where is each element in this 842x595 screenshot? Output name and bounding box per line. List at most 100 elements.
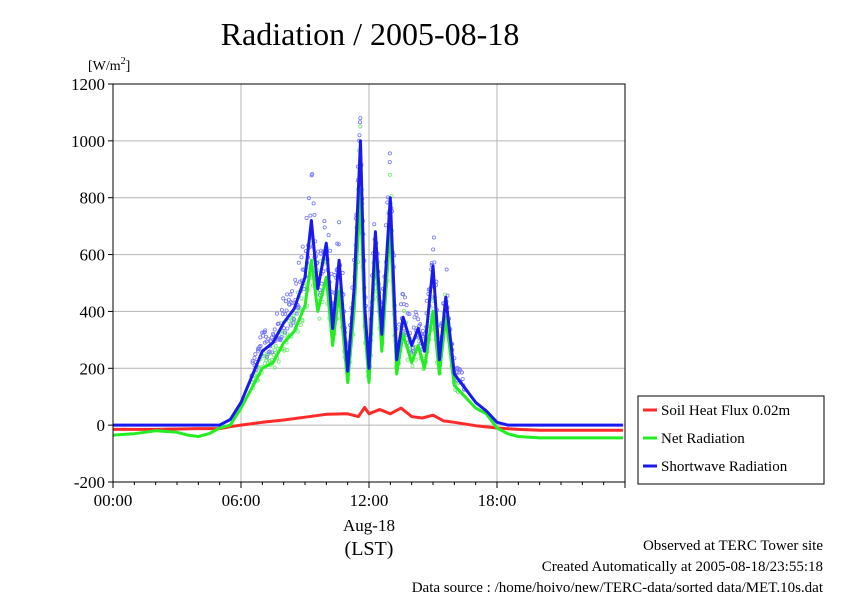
- chart-title: Radiation / 2005-08-18: [221, 16, 520, 52]
- shortwave-radiation-sample: [387, 151, 392, 156]
- net-radiation-sample: [387, 172, 392, 177]
- shortwave-radiation-sample: [267, 349, 272, 354]
- shortwave-radiation-sample: [290, 289, 295, 294]
- series-lines: [112, 139, 623, 440]
- y-tick-label: 0: [97, 416, 106, 435]
- shortwave-radiation-sample: [294, 281, 299, 286]
- shortwave-radiation-sample: [322, 219, 327, 224]
- x-tick-label: 18:00: [478, 491, 517, 510]
- shortwave-radiation-sample: [304, 215, 309, 220]
- shortwave-radiation-sample: [414, 312, 419, 317]
- shortwave-radiation-sample: [283, 312, 288, 317]
- shortwave-radiation-sample: [285, 326, 290, 331]
- shortwave-radiation-sample: [272, 327, 277, 332]
- shortwave-radiation-sample: [263, 328, 268, 333]
- shortwave-radiation-sample: [300, 244, 305, 249]
- shortwave-radiation-sample: [424, 298, 429, 303]
- soil-heat-flux-line: [113, 406, 623, 432]
- shortwave-radiation-sample: [252, 355, 257, 360]
- net-radiation-sample: [276, 359, 281, 364]
- shortwave-radiation-sample: [271, 331, 276, 336]
- shortwave-radiation-sample: [326, 233, 331, 238]
- y-tick-label: -200: [74, 473, 105, 492]
- shortwave-radiation-sample: [411, 325, 416, 330]
- shortwave-radiation-sample: [372, 222, 377, 227]
- shortwave-radiation-sample: [431, 235, 436, 240]
- shortwave-radiation-sample: [322, 225, 327, 230]
- shortwave-radiation-sample: [312, 212, 317, 217]
- shortwave-radiation-sample: [264, 354, 269, 359]
- net-radiation-sample: [298, 322, 303, 327]
- net-radiation-sample: [299, 296, 304, 301]
- y-tick-label: 1000: [71, 132, 105, 151]
- shortwave-radiation-sample: [309, 173, 314, 178]
- shortwave-radiation-sample: [407, 312, 412, 317]
- shortwave-radiation-sample: [283, 330, 288, 335]
- shortwave-radiation-sample: [459, 370, 464, 375]
- net-radiation-sample: [273, 343, 278, 348]
- shortwave-radiation-sample: [358, 116, 363, 121]
- shortwave-radiation-sample: [290, 300, 295, 305]
- net-radiation-sample: [291, 316, 296, 321]
- x-tick-label: 06:00: [222, 491, 261, 510]
- shortwave-radiation-sample: [279, 308, 284, 313]
- footer-created: Created Automatically at 2005-08-18/23:5…: [542, 559, 823, 575]
- shortwave-radiation-sample: [266, 336, 271, 341]
- shortwave-radiation-sample: [285, 292, 290, 297]
- footer-observed: Observed at TERC Tower site: [643, 538, 823, 554]
- shortwave-radiation-sample: [431, 247, 436, 252]
- y-tick-label: 1200: [71, 75, 105, 94]
- shortwave-radiation-sample: [276, 321, 281, 326]
- y-tick-label: 600: [80, 246, 106, 265]
- x-axis-date-label: Aug-18: [343, 516, 395, 535]
- net-radiation-sample: [300, 319, 305, 324]
- grid: [113, 84, 625, 482]
- y-axis-unit-base: [W/m: [88, 59, 121, 74]
- shortwave-radiation-sample: [262, 330, 267, 335]
- shortwave-radiation-sample: [288, 323, 293, 328]
- shortwave-radiation-sample: [284, 308, 289, 313]
- y-axis-ticks: -200 0 200 400 600 800 1000 1200: [71, 75, 113, 492]
- net-radiation-sample: [405, 357, 410, 362]
- y-tick-label: 400: [80, 302, 106, 321]
- shortwave-radiation-sample: [397, 322, 402, 327]
- legend-label-soil: Soil Heat Flux 0.02m: [661, 403, 791, 419]
- y-axis-unit-end: ]: [126, 59, 131, 74]
- shortwave-radiation-sample: [311, 201, 316, 206]
- shortwave-radiation-sample: [296, 304, 301, 309]
- shortwave-radiation-sample: [280, 311, 285, 316]
- shortwave-radiation-sample: [404, 303, 409, 308]
- shortwave-radiation-sample: [328, 248, 333, 253]
- net-radiation-sample: [401, 308, 406, 313]
- x-tick-label: 00:00: [94, 491, 133, 510]
- shortwave-radiation-sample: [294, 311, 299, 316]
- shortwave-radiation-sample: [308, 213, 313, 218]
- shortwave-radiation-sample: [291, 317, 296, 322]
- shortwave-radiation-sample: [299, 255, 304, 260]
- shortwave-radiation-sample: [418, 322, 423, 327]
- shortwave-radiation-sample: [445, 293, 450, 298]
- shortwave-radiation-sample: [387, 159, 392, 164]
- shortwave-radiation-sample: [401, 292, 406, 297]
- shortwave-radiation-sample: [319, 281, 324, 286]
- y-tick-label: 200: [80, 359, 106, 378]
- legend-label-net: Net Radiation: [661, 431, 745, 447]
- shortwave-radiation-sample: [258, 343, 263, 348]
- x-tick-label: 12:00: [350, 491, 389, 510]
- shortwave-radiation-sample: [279, 335, 284, 340]
- shortwave-radiation-sample: [283, 299, 288, 304]
- net-radiation-sample: [285, 347, 290, 352]
- net-radiation-sample: [295, 329, 300, 334]
- shortwave-radiation-sample: [357, 133, 362, 138]
- footer-source: Data source : /home/hoivo/new/TERC-data/…: [412, 580, 824, 595]
- shortwave-radiation-sample: [306, 196, 311, 201]
- net-radiation-sample: [282, 347, 287, 352]
- shortwave-radiation-sample: [281, 296, 286, 301]
- shortwave-radiation-sample: [293, 277, 298, 282]
- shortwave-radiation-sample: [336, 242, 341, 247]
- net-radiation-sample: [358, 124, 363, 129]
- net-radiation-line: [112, 190, 623, 440]
- shortwave-radiation-sample: [337, 220, 342, 225]
- shortwave-radiation-sample: [286, 297, 291, 302]
